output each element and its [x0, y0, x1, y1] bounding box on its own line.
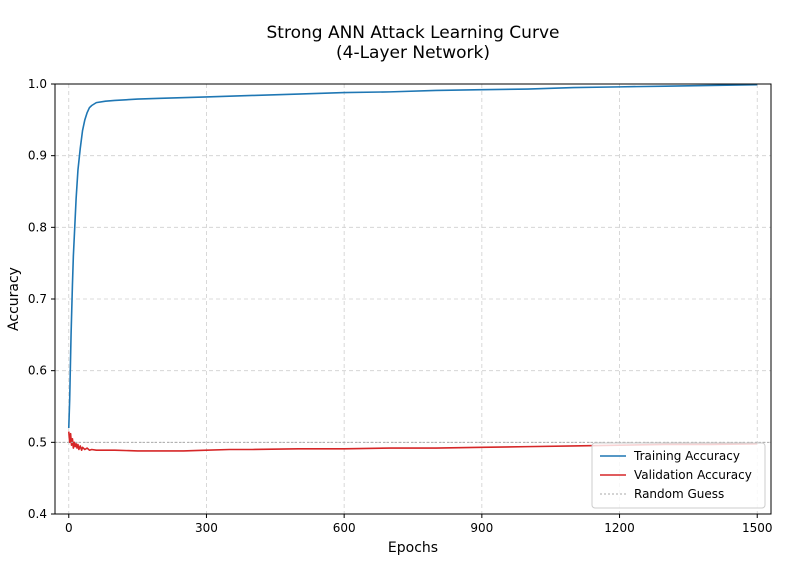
x-axis-label: Epochs: [388, 540, 438, 556]
y-tick-label: 0.4: [28, 507, 47, 521]
y-axis-label: Accuracy: [6, 267, 22, 331]
y-tick-label: 0.7: [28, 292, 47, 306]
x-tick-label: 0: [65, 521, 73, 535]
series-lines: [55, 83, 771, 452]
axis-ticks: 0 300 600 900 1200 1500 0.4 0.5 0.6 0.7 0.8 0.9 1.0: [28, 77, 773, 535]
legend-box: [591, 442, 766, 509]
legend-entry: Validation Accuracy: [634, 468, 752, 482]
y-tick-label: 0.8: [28, 220, 47, 234]
y-tick-label: 0.5: [28, 435, 47, 449]
chart-title-line-2: (4-Layer Network): [336, 43, 490, 63]
legend: Training Accuracy Validation Accuracy Rand…: [591, 442, 766, 509]
chart-title-line-1: Strong ANN Attack Learning Curve: [267, 23, 560, 43]
x-tick-label: 300: [195, 521, 218, 535]
x-tick-label: 1200: [604, 521, 635, 535]
y-tick-label: 1.0: [28, 77, 47, 91]
x-tick-label: 600: [333, 521, 356, 535]
series-line-training-accuracy: [67, 83, 758, 429]
y-tick-label: 0.9: [28, 149, 47, 163]
legend-entry: Training Accuracy: [633, 449, 740, 463]
series-line-validation-accuracy: [67, 431, 758, 452]
x-tick-label: 900: [470, 521, 493, 535]
legend-entry: Random Guess: [634, 487, 724, 501]
y-tick-label: 0.6: [28, 364, 47, 378]
x-tick-label: 1500: [742, 521, 773, 535]
chart-title: Strong ANN Attack Learning Curve (4-Laye…: [267, 23, 560, 63]
